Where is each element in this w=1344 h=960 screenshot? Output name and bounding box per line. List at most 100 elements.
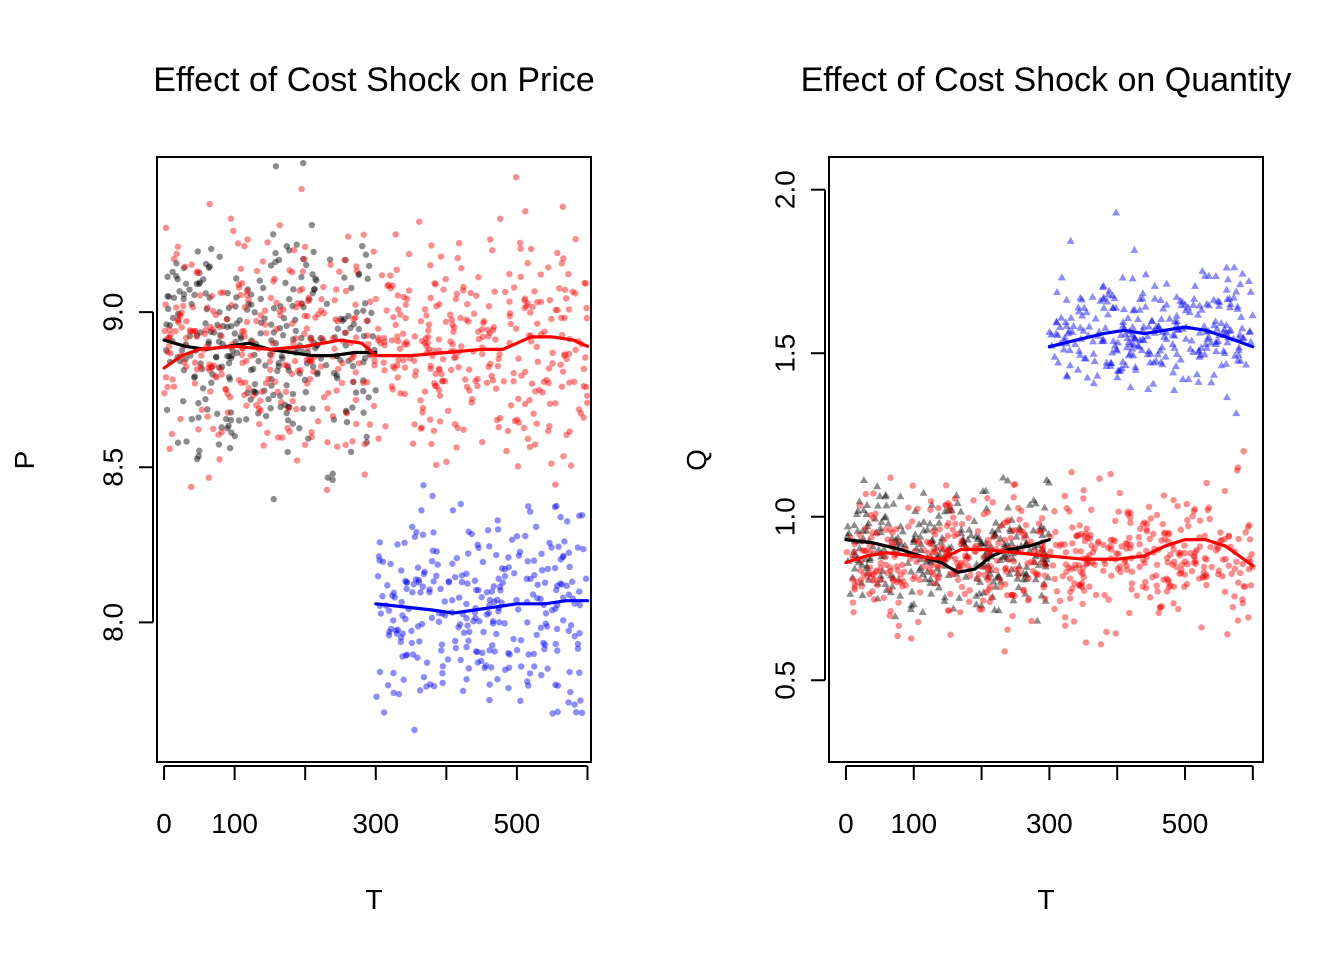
quantity-red-point (926, 565, 933, 572)
price-red-point (473, 292, 480, 299)
quantity-red-point (1077, 548, 1085, 555)
price-red-point (273, 325, 280, 333)
quantity-red-point (951, 532, 958, 540)
price-red-point (485, 363, 492, 371)
price-black-point (196, 447, 203, 455)
quantity-black-point (854, 558, 863, 566)
price-red-point (515, 355, 522, 362)
quantity-black-point (1007, 565, 1016, 573)
price-blue-point (544, 565, 552, 573)
quantity-red-point (1074, 531, 1082, 539)
price-red-point (243, 318, 251, 326)
price-red-point (532, 388, 539, 395)
quantity-blue-point (1080, 303, 1089, 311)
quantity-black-point (977, 539, 986, 547)
quantity-black-point (882, 501, 891, 509)
quantity-black-point (995, 572, 1004, 580)
quantity-red-point (1170, 546, 1177, 553)
price-blue-point (423, 683, 430, 690)
quantity-blue-point (1088, 292, 1097, 300)
price-blue-point (384, 582, 391, 589)
price-blue-point (434, 561, 441, 568)
quantity-red-point (1108, 546, 1115, 553)
quantity-blue-point (1169, 368, 1178, 376)
price-red-point (450, 324, 458, 331)
price-red-point (182, 334, 190, 342)
quantity-red-point (1107, 536, 1114, 544)
price-black-point (213, 354, 220, 361)
price-black-point (202, 290, 209, 297)
quantity-red-point (1228, 570, 1235, 577)
quantity-blue-point (1146, 358, 1155, 366)
price-blue-point (513, 596, 520, 604)
quantity-red-point (870, 490, 877, 497)
quantity-blue-point (1191, 281, 1200, 289)
price-blue-point (501, 620, 508, 627)
quantity-blue-point (1108, 303, 1117, 311)
price-blue-point (534, 594, 541, 602)
quantity-red-point (1164, 576, 1172, 584)
price-blue-point (495, 607, 502, 615)
quantity-red-point (1069, 524, 1076, 531)
quantity-black-point (1022, 539, 1031, 547)
price-blue-point (463, 570, 470, 577)
quantity-blue-point (1162, 335, 1171, 343)
quantity-red-point (942, 549, 950, 556)
quantity-red-point (1096, 475, 1103, 482)
price-blue-point (501, 566, 509, 573)
price-blue-point (575, 588, 583, 595)
quantity-red-point (988, 594, 995, 602)
quantity-blue-point (1222, 359, 1231, 367)
quantity-blue-point (1202, 343, 1211, 351)
quantity-red-point (989, 499, 996, 506)
price-blue-point (419, 583, 427, 590)
quantity-black-point (896, 492, 905, 500)
quantity-blue-point (1181, 300, 1190, 308)
price-black-point (208, 245, 215, 253)
price-blue-point (399, 630, 406, 637)
price-red-point (530, 410, 537, 417)
price-red-point (527, 245, 535, 253)
quantity-black-point (874, 545, 883, 553)
quantity-red-point (1248, 550, 1255, 558)
price-y-tick-label: 8.5 (98, 448, 129, 487)
quantity-red-point (862, 525, 869, 532)
price-blue-point (549, 710, 556, 717)
quantity-red-point (1083, 559, 1090, 567)
quantity-red-point (956, 565, 963, 572)
quantity-blue-point (1147, 316, 1156, 324)
quantity-black-point (940, 596, 949, 604)
price-red-point (435, 365, 443, 372)
price-blue-point (486, 647, 493, 654)
quantity-black-point (1005, 525, 1014, 533)
price-red-point (222, 385, 229, 393)
price-scatter-points (161, 159, 591, 734)
quantity-red-point (1126, 609, 1133, 617)
price-red-point (237, 265, 245, 272)
price-x-tick-label: 100 (211, 808, 258, 839)
quantity-red-point (1162, 529, 1169, 537)
price-red-point (427, 262, 434, 269)
price-blue-point (497, 587, 504, 594)
price-black-point (324, 474, 332, 481)
quantity-red-point (1156, 603, 1164, 611)
price-blue-point (413, 528, 420, 536)
price-red-point (561, 286, 569, 294)
quantity-red-point (1016, 516, 1023, 523)
quantity-red-point (1190, 507, 1198, 515)
quantity-red-point (944, 546, 952, 554)
quantity-black-point (984, 561, 993, 569)
quantity-black-point (863, 564, 872, 572)
quantity-black-point (983, 572, 992, 580)
quantity-red-point (1047, 548, 1054, 555)
price-x-axis: 0 100 300 500 (156, 765, 589, 839)
quantity-red-point (1170, 558, 1178, 566)
quantity-red-point (1158, 603, 1165, 610)
quantity-red-point (902, 582, 909, 589)
price-blue-point (420, 673, 428, 681)
price-black-point (225, 422, 232, 429)
price-blue-point (402, 652, 410, 659)
quantity-black-point (911, 530, 920, 538)
price-red-point (544, 427, 552, 435)
price-black-point (205, 338, 212, 345)
